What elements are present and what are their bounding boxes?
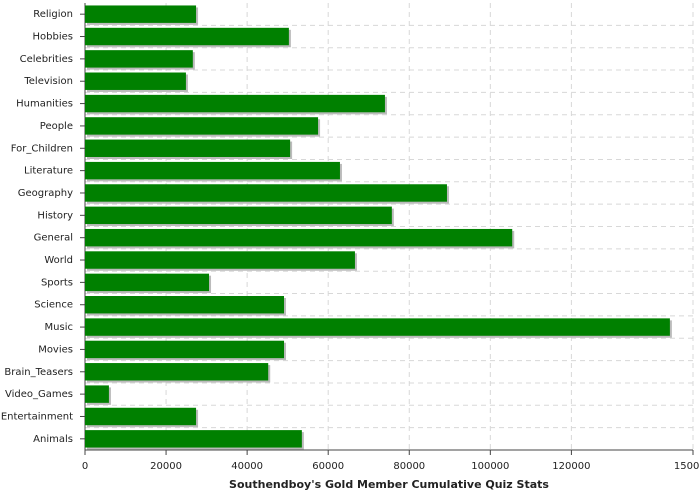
bar — [85, 340, 285, 359]
y-tick-label: People — [40, 121, 73, 132]
y-tick-label: Literature — [24, 166, 73, 177]
y-tick-label: Sports — [41, 277, 73, 288]
y-tick-label: Entertainment — [1, 411, 73, 422]
bar — [85, 228, 513, 247]
y-tick-label: Brain_Teasers — [4, 367, 73, 378]
bar — [85, 273, 210, 292]
y-tick-label: Television — [23, 76, 73, 87]
x-tick-label: 80000 — [393, 461, 425, 472]
bar — [85, 296, 285, 314]
x-tick-label: 120000 — [552, 461, 590, 472]
bar — [85, 206, 392, 225]
y-tick-label: History — [37, 210, 73, 221]
bar — [85, 407, 197, 426]
y-tick-label: Science — [34, 300, 73, 311]
y-tick-label: Animals — [33, 434, 73, 445]
bar — [85, 139, 291, 157]
y-tick-label: World — [44, 255, 73, 266]
y-tick-label: Video_Games — [5, 389, 73, 400]
y-tick-label: Music — [45, 322, 73, 333]
y-tick-label: Celebrities — [20, 54, 73, 65]
y-tick-label: For_Children — [11, 143, 73, 154]
y-tick-label: Religion — [33, 9, 73, 20]
y-tick-label: Movies — [38, 344, 73, 355]
bar — [85, 72, 186, 90]
bar — [85, 5, 197, 23]
bar — [85, 385, 109, 403]
bar — [85, 430, 302, 448]
chart-title: Southendboy's Gold Member Cumulative Qui… — [229, 478, 549, 491]
y-tick-label: Hobbies — [33, 32, 73, 43]
x-tick-label: 40000 — [231, 461, 263, 472]
x-tick-label: 0 — [82, 461, 88, 472]
x-tick-label: 150000 — [674, 461, 700, 472]
x-tick-label: 20000 — [150, 461, 182, 472]
x-tick-label: 100000 — [471, 461, 509, 472]
y-tick-label: Humanities — [16, 99, 73, 110]
bar — [85, 184, 447, 202]
y-tick-label: General — [34, 233, 73, 244]
bar — [85, 117, 319, 135]
bar — [85, 318, 670, 336]
bar — [85, 161, 340, 180]
x-tick-label: 60000 — [312, 461, 344, 472]
bar — [85, 50, 193, 68]
y-tick-label: Geography — [18, 188, 73, 199]
bar — [85, 27, 289, 46]
bar — [85, 94, 385, 113]
bar — [85, 363, 269, 381]
bar — [85, 251, 355, 269]
